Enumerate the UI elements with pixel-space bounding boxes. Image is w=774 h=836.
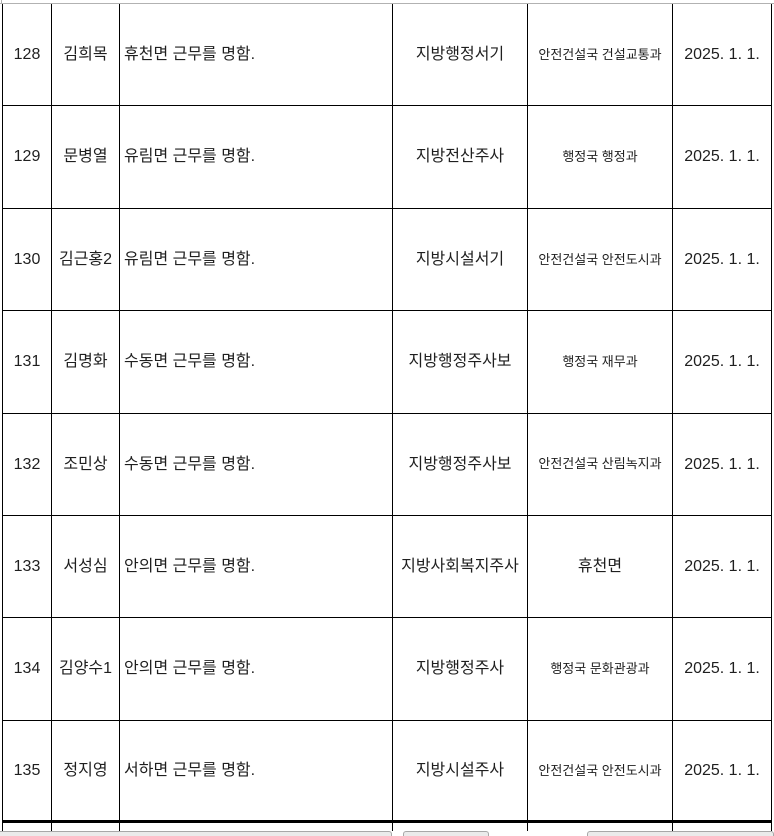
table-row: 129 문병열 유림면 근무를 명함. 지방전산주사 행정국 행정과 2025. 1. 1… xyxy=(3,106,771,209)
cell-assignment-text: 수동면 근무를 명함. xyxy=(120,311,393,413)
cell-name: 김양수1 xyxy=(52,618,120,720)
cell-row-number: 131 xyxy=(3,311,52,413)
cell-effective-date: 2025. 1. 1. xyxy=(684,148,760,166)
cell-effective-date: 2025. 1. 1. xyxy=(684,660,760,678)
bottom-cropped-cell-3 xyxy=(587,831,774,836)
cell-row-number-empty xyxy=(3,823,52,832)
cell-row-number: 135 xyxy=(3,720,52,821)
cell-department: 안전건설국 안전도시과 xyxy=(528,208,673,311)
cell-assignment-text: 휴천면 근무를 명함. xyxy=(120,4,393,106)
cell-name: 김명화 xyxy=(52,311,120,413)
cell-name: 정지영 xyxy=(52,720,120,821)
cell-effective-date: 2025. 1. 1. xyxy=(684,46,760,64)
cell-effective-date: 2025. 1. 1. xyxy=(684,250,760,268)
cell-position-grade: 지방시설주사 xyxy=(393,720,528,821)
table-row: 128 김희목 휴천면 근무를 명함. 지방행정서기 안전건설국 건설교통과 2025. … xyxy=(3,4,771,107)
top-left-guide-stub xyxy=(1,0,2,3)
cell-position-grade: 지방시설서기 xyxy=(393,208,528,311)
cell-assignment-text: 안의면 근무를 명함. xyxy=(120,618,393,720)
table-row: 131 김명화 수동면 근무를 명함. 지방행정주사보 행정국 재무과 2025. 1. … xyxy=(3,311,771,414)
cell-position-grade: 지방전산주사 xyxy=(393,106,528,208)
cell-department: 휴천면 xyxy=(528,515,673,618)
cell-row-number: 134 xyxy=(3,618,52,720)
cell-position-grade: 지방행정주사 xyxy=(393,618,528,720)
table-row: 130 김근홍2 유림면 근무를 명함. 지방시설서기 안전건설국 안전도시과 2025.… xyxy=(3,208,771,312)
cell-row-number: 133 xyxy=(3,515,52,618)
cell-department: 행정국 재무과 xyxy=(528,311,673,413)
cell-position-grade-empty xyxy=(393,823,528,832)
cell-assignment-text: 수동면 근무를 명함. xyxy=(120,413,393,515)
bottom-cropped-cell-2 xyxy=(403,831,489,836)
cell-name: 문병열 xyxy=(52,106,120,208)
cell-assignment-text: 유림면 근무를 명함. xyxy=(120,106,393,208)
cell-department: 안전건설국 안전도시과 xyxy=(528,720,673,821)
cell-name: 김희목 xyxy=(52,4,120,106)
cell-department-empty xyxy=(528,823,673,832)
cell-name: 서성심 xyxy=(52,515,120,618)
cell-name-empty xyxy=(52,823,120,832)
cell-name: 김근홍2 xyxy=(52,208,120,311)
cell-row-number: 129 xyxy=(3,106,52,208)
cell-row-number: 130 xyxy=(3,208,52,311)
personnel-order-table: 128 김희목 휴천면 근무를 명함. 지방행정서기 안전건설국 건설교통과 2025. … xyxy=(2,4,772,832)
cell-position-grade: 지방행정서기 xyxy=(393,4,528,106)
table-row: 133 서성심 안의면 근무를 명함. 지방사회복지주사 휴천면 2025. 1. 1. xyxy=(3,515,771,619)
cell-position-grade: 지방행정주사보 xyxy=(393,413,528,515)
cell-assignment-text: 유림면 근무를 명함. xyxy=(120,208,393,311)
cell-assignment-text: 안의면 근무를 명함. xyxy=(120,515,393,618)
table-row: 135 정지영 서하면 근무를 명함. 지방시설주사 안전건설국 안전도시과 2025. … xyxy=(3,720,771,824)
cell-effective-date: 2025. 1. 1. xyxy=(684,558,760,576)
cell-effective-date: 2025. 1. 1. xyxy=(684,761,760,779)
cell-name: 조민상 xyxy=(52,413,120,515)
cell-row-number: 128 xyxy=(3,4,52,106)
cell-position-grade: 지방행정주사보 xyxy=(393,311,528,413)
cell-row-number: 132 xyxy=(3,413,52,515)
cell-department: 행정국 문화관광과 xyxy=(528,618,673,720)
top-guide-line xyxy=(0,3,774,4)
table-row: 134 김양수1 안의면 근무를 명함. 지방행정주사 행정국 문화관광과 2025. 1… xyxy=(3,618,771,721)
cell-department: 행정국 행정과 xyxy=(528,106,673,208)
table-row-partial xyxy=(3,823,771,832)
cell-department: 안전건설국 건설교통과 xyxy=(528,4,673,106)
cell-department: 안전건설국 산림녹지과 xyxy=(528,413,673,515)
bottom-cropped-cell-1 xyxy=(0,831,392,836)
cell-effective-date-empty xyxy=(673,823,771,831)
cell-effective-date: 2025. 1. 1. xyxy=(684,353,760,371)
cell-position-grade: 지방사회복지주사 xyxy=(393,515,528,618)
cell-effective-date: 2025. 1. 1. xyxy=(684,455,760,473)
cell-assignment-text: 서하면 근무를 명함. xyxy=(120,720,393,821)
table-row: 132 조민상 수동면 근무를 명함. 지방행정주사보 안전건설국 산림녹지과 2025.… xyxy=(3,413,771,516)
cell-assignment-text-empty xyxy=(120,823,393,832)
